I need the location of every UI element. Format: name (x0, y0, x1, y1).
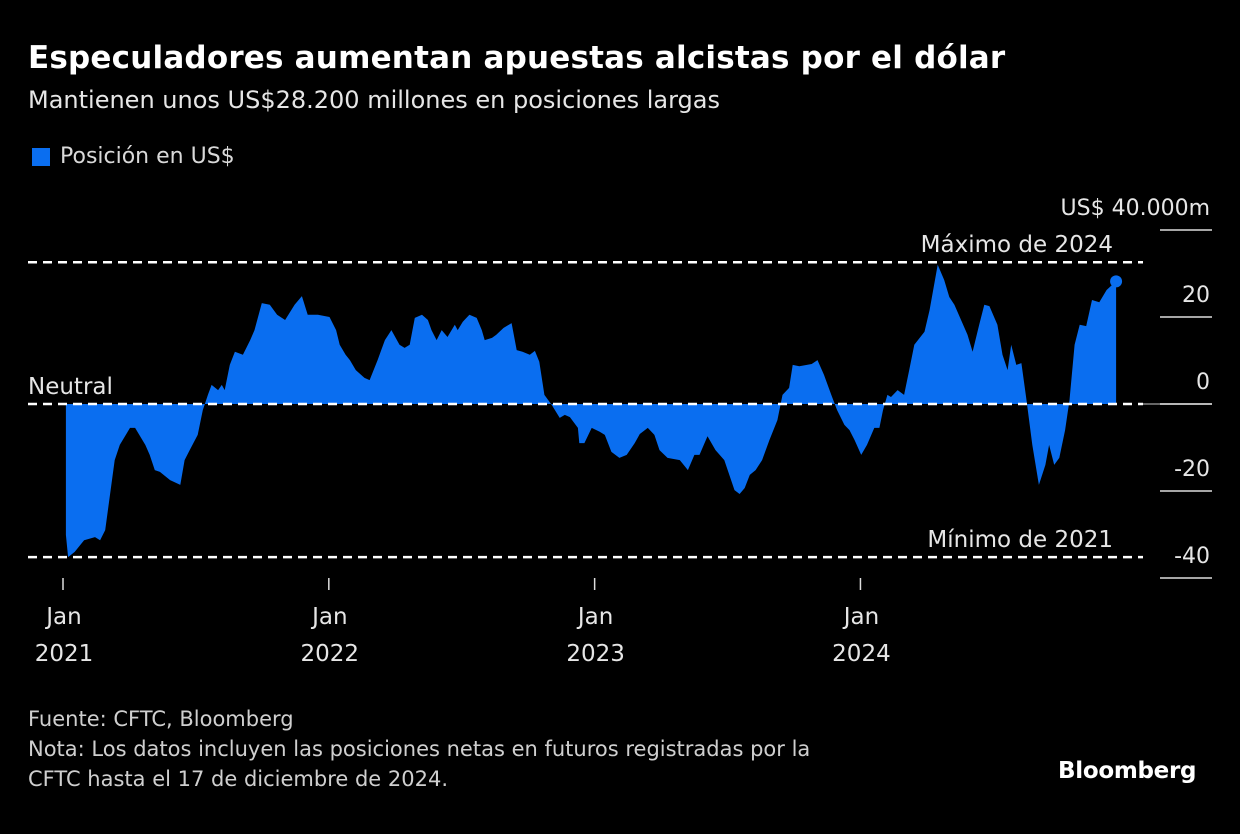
y-tick-label: -20 (1174, 457, 1210, 482)
x-tick-year: 2023 (566, 641, 625, 667)
legend-label: Posición en US$ (60, 144, 235, 169)
y-tick-label: 0 (1196, 370, 1210, 395)
x-tick-month: Jan (310, 604, 347, 630)
bloomberg-logo: Bloomberg (1058, 758, 1197, 784)
reference-label: Neutral (28, 374, 113, 400)
x-tick-month: Jan (44, 604, 81, 630)
chart-subtitle: Mantienen unos US$28.200 millones en pos… (28, 86, 720, 114)
x-tick-year: 2024 (832, 641, 891, 667)
note-text-2: CFTC hasta el 17 de diciembre de 2024. (28, 767, 449, 791)
legend-swatch (32, 147, 50, 166)
last-value-marker (1110, 275, 1123, 288)
y-tick-label: 20 (1182, 283, 1210, 308)
series-area (65, 264, 1117, 558)
x-tick-month: Jan (576, 604, 613, 630)
source-text: Fuente: CFTC, Bloomberg (28, 707, 294, 731)
reference-label: Máximo de 2024 (921, 232, 1113, 258)
y-tick-label: US$ 40.000m (1061, 196, 1210, 221)
y-tick-label: -40 (1174, 544, 1210, 569)
reference-label: Mínimo de 2021 (927, 527, 1113, 553)
x-tick-year: 2021 (35, 641, 94, 667)
chart-title: Especuladores aumentan apuestas alcistas… (28, 40, 1006, 76)
x-tick-month: Jan (842, 604, 879, 630)
footer: Fuente: CFTC, Bloomberg Nota: Los datos … (28, 704, 810, 794)
note-text-1: Nota: Los datos incluyen las posiciones … (28, 737, 811, 761)
x-tick-year: 2022 (301, 641, 360, 667)
legend: Posición en US$ (32, 144, 235, 169)
